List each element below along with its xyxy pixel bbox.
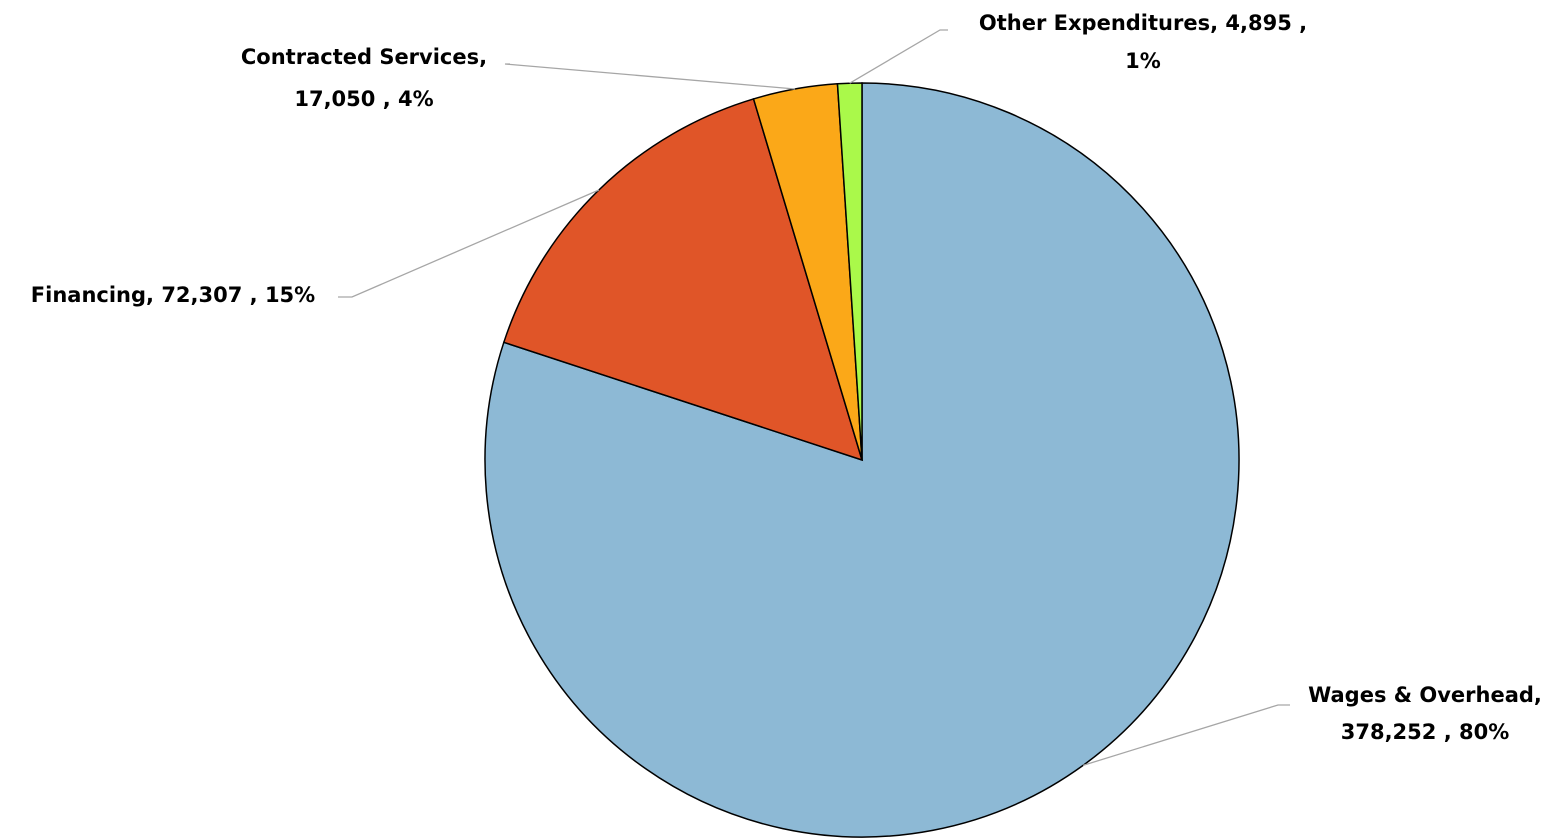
leader-line-other	[849, 29, 948, 84]
leader-line-contracted	[504, 63, 796, 90]
data-label-wages-line-1: Wages & Overhead,	[1308, 683, 1542, 707]
leader-lines	[338, 29, 1290, 766]
data-label-contracted-line-2: 17,050 , 4%	[294, 87, 433, 111]
data-label-other-line-1: Other Expenditures, 4,895 ,	[979, 11, 1307, 35]
data-label-financing: Financing, 72,307 , 15%	[31, 283, 315, 307]
data-label-contracted-line-1: Contracted Services,	[241, 45, 487, 69]
pie-slices	[484, 82, 1240, 838]
leader-line-financing	[338, 189, 600, 298]
data-label-wages-line-2: 378,252 , 80%	[1341, 720, 1510, 744]
data-label-other-line-2: 1%	[1125, 49, 1161, 73]
leader-line-wages	[1082, 704, 1290, 766]
pie-slice-financing	[502, 98, 864, 462]
data-labels: Wages & Overhead, 378,252 , 80% Financin…	[31, 11, 1542, 744]
